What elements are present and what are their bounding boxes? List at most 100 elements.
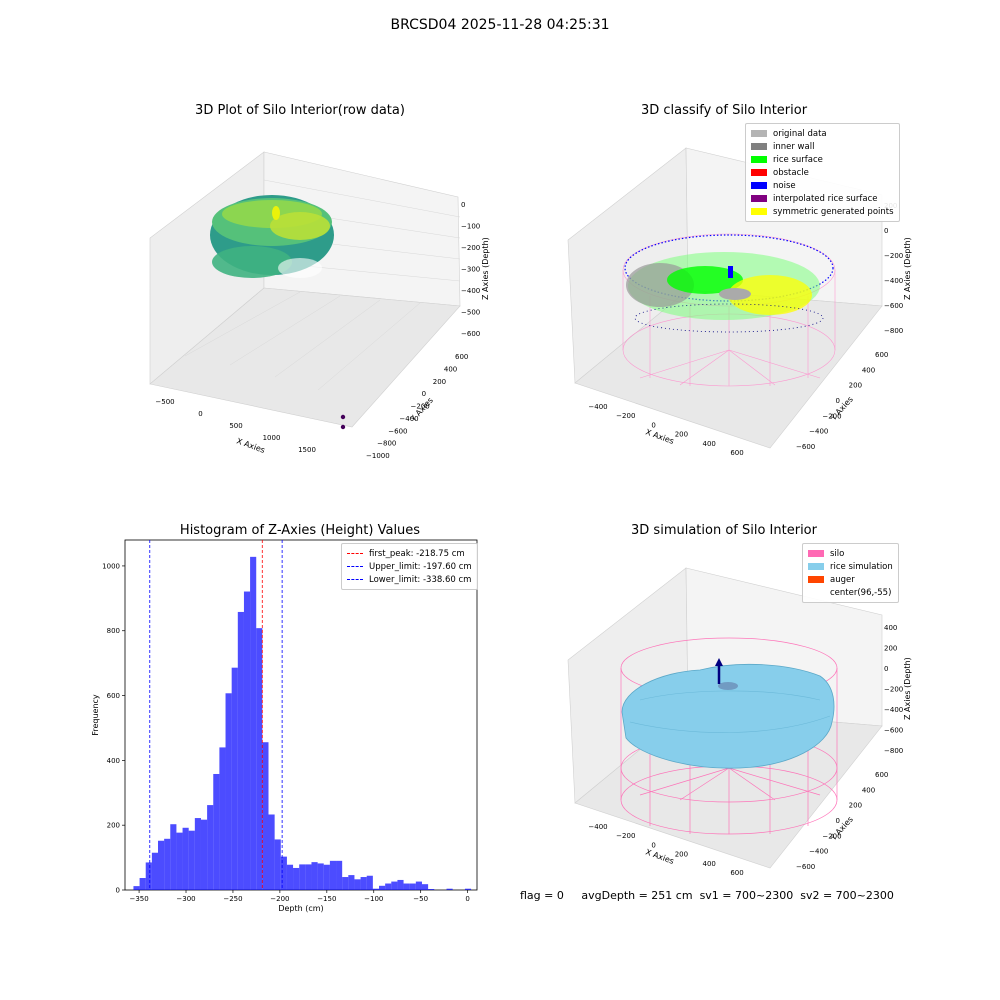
simulation-x-tick: 600: [730, 869, 743, 877]
simulation-silo-wireframe: [620, 637, 838, 835]
histogram-bar: [397, 879, 404, 890]
sv1-value: sv1 = 700~2300: [699, 889, 794, 902]
legend-label: Lower_limit: -338.60 cm: [369, 574, 472, 585]
simulation-y-tick: 0: [836, 817, 840, 825]
histogram-bar: [286, 864, 294, 890]
histogram-bar: [243, 591, 251, 890]
simulation-x-tick: 400: [703, 860, 716, 868]
histogram-bar: [391, 881, 398, 890]
histogram-bar: [207, 805, 214, 890]
legend-swatch: [808, 576, 824, 583]
histogram-bar: [446, 888, 453, 890]
legend-label: auger: [830, 574, 855, 585]
histogram-bar: [250, 556, 257, 890]
histogram-bar: [237, 611, 244, 890]
classify-x-tick: 200: [675, 431, 688, 439]
histogram-x-label: Depth (cm): [278, 904, 323, 913]
simulation-y-tick: 600: [875, 771, 888, 779]
histogram-bar: [231, 667, 238, 890]
histogram-y-tick: 200: [107, 822, 120, 830]
sv2-value: sv2 = 700~2300: [800, 889, 894, 902]
histogram-bar: [200, 819, 208, 890]
classify-plot-title: 3D classify of Silo Interior: [640, 103, 808, 118]
histogram-x-tick: −100: [364, 895, 383, 903]
raw-plot-title: 3D Plot of Silo Interior(row data): [195, 103, 405, 118]
histogram-bar: [213, 773, 220, 890]
classify-y-tick: 600: [875, 351, 888, 359]
histogram-bar: [299, 864, 306, 890]
simulation-rice-surface: [621, 663, 835, 769]
classify-y-tick: −400: [809, 428, 828, 436]
histogram-bar: [385, 883, 392, 890]
histogram-bar: [421, 884, 429, 890]
simulation-x-tick: −400: [588, 823, 607, 831]
raw-y-tick: −600: [388, 427, 407, 435]
legend-item: silo: [808, 547, 893, 560]
legend-swatch: [751, 182, 767, 189]
raw-y-tick: −200: [411, 403, 430, 411]
raw-z-tick: −200: [461, 244, 480, 252]
histogram-bar: [182, 827, 189, 890]
legend-swatch: [808, 589, 824, 596]
status-line: flag = 0 avgDepth = 251 cm sv1 = 700~230…: [520, 889, 894, 902]
histogram-y-tick: 800: [107, 627, 120, 635]
histogram-y-tick: 400: [107, 757, 120, 765]
simulation-x-axis-label: X Axies: [644, 847, 675, 866]
legend-item: rice surface: [751, 153, 894, 166]
classify-z-tick: −400: [884, 277, 903, 285]
histogram-bar: [366, 875, 373, 890]
classify-z-tick: −600: [884, 302, 903, 310]
avg-depth-value: avgDepth = 251 cm: [581, 889, 693, 902]
legend-item: rice simulation: [808, 560, 893, 573]
raw-y-tick: 600: [455, 353, 468, 361]
legend-item: obstacle: [751, 166, 894, 179]
raw-y-tick: 400: [444, 365, 457, 373]
legend-label: rice simulation: [830, 561, 893, 572]
histogram-bar: [133, 886, 140, 890]
raw-y-tick: −1000: [366, 452, 390, 460]
histogram-bar: [323, 864, 330, 890]
legend-item: auger: [808, 573, 893, 586]
simulation-y-tick: −600: [796, 863, 815, 871]
raw-y-tick: 200: [433, 378, 446, 386]
histogram-bar: [280, 856, 287, 890]
legend-swatch: [751, 143, 767, 150]
simulation-z-tick: −800: [884, 747, 903, 755]
histogram-bar: [145, 862, 152, 890]
legend-swatch: [808, 563, 824, 570]
histogram-bar: [305, 864, 312, 890]
legend-swatch: [347, 553, 363, 554]
raw-x-tick: 500: [229, 422, 242, 430]
legend-item: center(96,-55): [808, 586, 893, 599]
simulation-z-tick: 0: [884, 665, 888, 673]
histogram-x-tick: −50: [413, 895, 428, 903]
legend-label: Upper_limit: -197.60 cm: [369, 561, 472, 572]
raw-point-cloud: [210, 195, 346, 430]
legend-item: original data: [751, 127, 894, 140]
histogram-bar: [170, 824, 177, 890]
legend-swatch: [751, 130, 767, 137]
simulation-z-tick: −400: [884, 706, 903, 714]
classify-x-tick: 600: [730, 449, 743, 457]
simulation-y-tick: −400: [809, 848, 828, 856]
histogram-reference-lines: [149, 540, 283, 890]
classify-x-tick: 0: [651, 421, 655, 429]
histogram-x-tick: 0: [465, 895, 469, 903]
legend-item: symmetric generated points: [751, 205, 894, 218]
simulation-auger: [715, 658, 723, 684]
raw-y-tick: −400: [399, 415, 418, 423]
simulation-x-tick: −200: [616, 832, 635, 840]
classify-points: [624, 234, 834, 333]
classify-y-tick: 400: [862, 366, 875, 374]
legend-swatch: [751, 156, 767, 163]
legend-item: Upper_limit: -197.60 cm: [347, 560, 472, 573]
legend-label: first_peak: -218.75 cm: [369, 548, 465, 559]
raw-x-tick: 0: [198, 410, 202, 418]
histogram-bar: [329, 860, 337, 890]
histogram-bar: [342, 877, 349, 890]
histogram-y-tick: 600: [107, 692, 120, 700]
raw-y-tick: −800: [377, 440, 396, 448]
legend-swatch: [347, 566, 363, 567]
raw-x-tick: 1500: [298, 446, 316, 454]
